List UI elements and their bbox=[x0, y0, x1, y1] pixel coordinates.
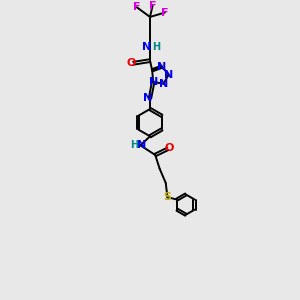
Text: N: N bbox=[157, 62, 167, 72]
Text: F: F bbox=[161, 8, 169, 18]
Text: N: N bbox=[148, 77, 158, 87]
Text: N: N bbox=[143, 93, 152, 103]
Text: O: O bbox=[127, 58, 136, 68]
Text: N: N bbox=[137, 140, 146, 150]
Text: O: O bbox=[165, 143, 174, 153]
Text: N: N bbox=[159, 79, 168, 89]
Text: H: H bbox=[153, 42, 161, 52]
Text: N: N bbox=[142, 42, 152, 52]
Text: F: F bbox=[149, 1, 156, 10]
Text: S: S bbox=[164, 192, 172, 202]
Text: F: F bbox=[133, 2, 141, 12]
Text: N: N bbox=[164, 70, 173, 80]
Text: H: H bbox=[130, 140, 138, 150]
